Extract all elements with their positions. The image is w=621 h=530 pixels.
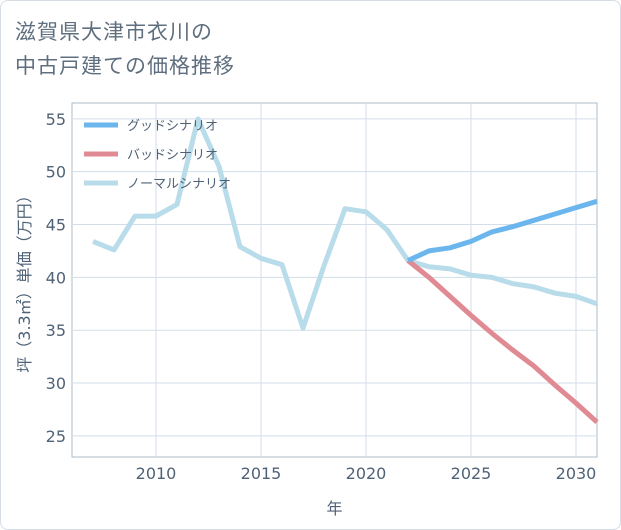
y-tick-label: 30 bbox=[46, 374, 66, 393]
x-tick-label: 2010 bbox=[136, 464, 177, 483]
y-tick-label: 40 bbox=[46, 268, 66, 287]
y-tick-label: 55 bbox=[46, 110, 66, 129]
series-lines bbox=[92, 116, 599, 424]
plot-area bbox=[71, 102, 598, 458]
y-axis-label: 坪（3.3㎡）単価（万円） bbox=[15, 187, 34, 372]
normal-scenario-line bbox=[92, 116, 598, 331]
chart-title-line1: 滋賀県大津市衣川の bbox=[15, 20, 213, 44]
legend-item-good: グッドシナリオ bbox=[127, 119, 218, 134]
x-tick-label: 2025 bbox=[451, 464, 492, 483]
legend-item-normal: ノーマルシナリオ bbox=[127, 177, 231, 192]
bad-scenario-line bbox=[406, 258, 599, 424]
y-tick-label: 45 bbox=[46, 216, 66, 235]
x-axis-label: 年 bbox=[326, 499, 342, 518]
y-axis-ticks: 25 30 35 40 45 50 55 bbox=[46, 110, 66, 446]
good-scenario-line bbox=[406, 198, 598, 263]
x-tick-label: 2030 bbox=[556, 464, 597, 483]
chart-title-line2: 中古戸建ての価格推移 bbox=[15, 54, 235, 78]
x-tick-label: 2015 bbox=[241, 464, 282, 483]
chart-title: 滋賀県大津市衣川の 中古戸建ての価格推移 bbox=[15, 15, 235, 83]
y-tick-label: 25 bbox=[46, 427, 66, 446]
y-tick-label: 35 bbox=[46, 321, 66, 340]
x-axis-ticks: 2010 2015 2020 2025 2030 bbox=[136, 464, 597, 483]
y-tick-label: 50 bbox=[46, 163, 66, 182]
legend-item-bad: バッドシナリオ bbox=[127, 148, 218, 163]
grid-lines bbox=[72, 103, 597, 457]
x-tick-label: 2020 bbox=[346, 464, 387, 483]
